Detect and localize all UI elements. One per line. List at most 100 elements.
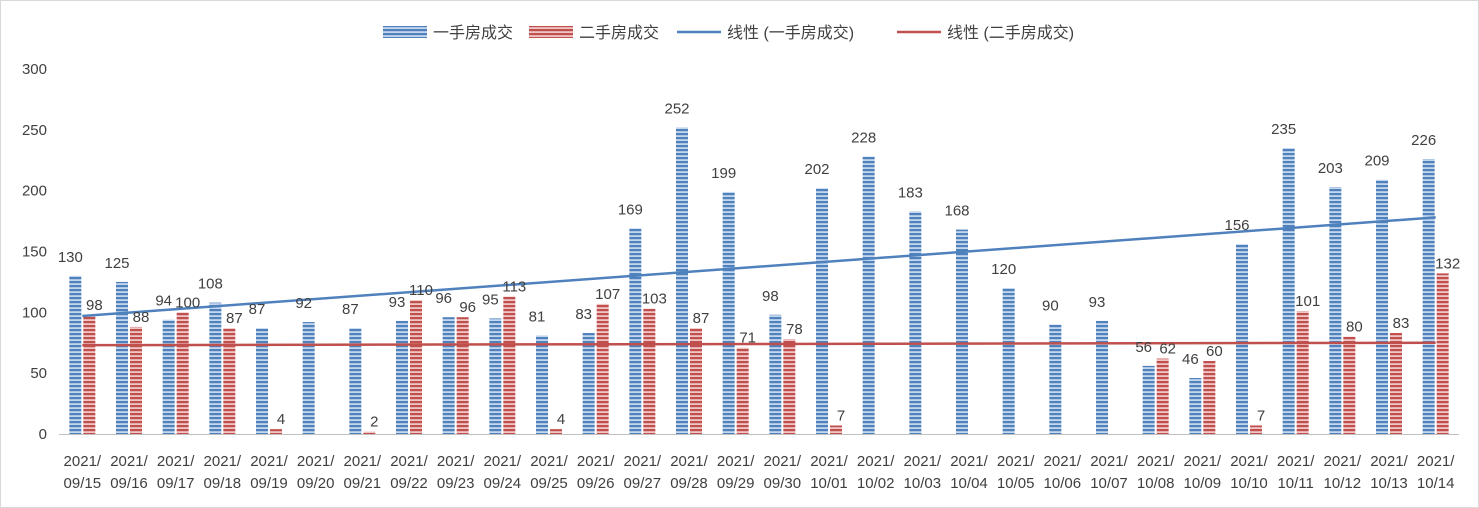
legend-resale-home-swatch — [529, 26, 573, 38]
legend-resale-home-label: 二手房成交 — [579, 24, 659, 42]
x-tick-label: 2021/ — [110, 453, 148, 470]
data-label-new-home: 168 — [944, 203, 969, 220]
y-tick-label: 0 — [39, 426, 47, 443]
data-label-new-home: 94 — [155, 293, 172, 310]
x-tick-label: 2021/ — [484, 453, 522, 470]
bar-new-home — [256, 328, 268, 434]
x-tick-label: 09/22 — [390, 475, 428, 492]
x-tick-label: 2021/ — [1090, 453, 1128, 470]
data-label-resale-home: 100 — [175, 294, 200, 311]
data-label-resale-home: 110 — [409, 282, 433, 299]
x-tick-label: 2021/ — [1324, 453, 1362, 470]
bar-resale-home — [643, 308, 656, 434]
bar-new-home — [629, 228, 642, 434]
bar-new-home — [1049, 324, 1062, 434]
bar-resale-home — [1436, 273, 1449, 434]
x-tick-label: 10/12 — [1324, 475, 1362, 492]
x-tick-label: 2021/ — [997, 453, 1035, 470]
data-label-resale-home: 96 — [459, 299, 476, 316]
data-label-new-home: 120 — [991, 261, 1016, 278]
x-tick-label: 09/21 — [344, 475, 382, 492]
data-label-resale-home: 80 — [1346, 319, 1363, 336]
bar-new-home — [722, 191, 735, 434]
x-tick-label: 09/16 — [110, 475, 148, 492]
x-tick-label: 10/10 — [1230, 475, 1268, 492]
y-tick-label: 250 — [22, 122, 47, 139]
bar-new-home — [1282, 148, 1295, 435]
x-tick-label: 2021/ — [810, 453, 848, 470]
legend-new-home-swatch — [383, 26, 427, 38]
data-label-resale-home: 113 — [502, 279, 526, 296]
data-label-new-home: 125 — [104, 255, 129, 272]
x-tick-label: 09/25 — [530, 475, 568, 492]
bar-new-home — [909, 211, 922, 434]
data-label-resale-home: 7 — [1257, 407, 1265, 424]
x-tick-label: 09/26 — [577, 475, 615, 492]
bar-new-home — [116, 281, 128, 434]
x-tick-label: 10/04 — [950, 475, 988, 492]
x-axis: 2021/09/15 2021/09/16 2021/09/17 2021/09/18… — [59, 434, 1459, 492]
bar-new-home — [209, 302, 222, 434]
x-tick-label: 10/01 — [810, 475, 848, 492]
data-label-resale-home: 88 — [133, 309, 150, 326]
data-label-resale-home: 60 — [1206, 343, 1223, 360]
legend-trend-new-home-label: 线性 (一手房成交) — [727, 24, 854, 42]
data-label-new-home: 183 — [898, 184, 923, 201]
bar-resale-home — [1156, 358, 1169, 434]
bar-new-home — [862, 156, 875, 434]
bar-resale-home — [176, 312, 189, 434]
bar-resale-home — [223, 328, 236, 434]
y-tick-label: 150 — [22, 244, 47, 261]
bar-new-home — [1002, 288, 1015, 434]
data-label-new-home: 56 — [1135, 339, 1152, 356]
bar-new-home — [69, 275, 82, 434]
x-tick-label: 2021/ — [344, 453, 382, 470]
x-tick-label: 10/05 — [997, 475, 1035, 492]
data-label-resale-home: 7 — [837, 407, 845, 424]
bar-resale-home — [830, 425, 842, 434]
bar-resale-home — [456, 317, 469, 434]
data-label-resale-home: 62 — [1159, 341, 1176, 358]
x-tick-label: 2021/ — [904, 453, 942, 470]
data-label-new-home: 83 — [575, 306, 592, 323]
bar-resale-home — [363, 431, 376, 434]
data-label-new-home: 252 — [664, 100, 689, 117]
bar-new-home — [349, 328, 362, 434]
bar-new-home — [816, 188, 828, 434]
data-label-new-home: 96 — [435, 290, 452, 307]
data-label-resale-home: 2 — [370, 414, 378, 431]
x-tick-label: 10/13 — [1370, 475, 1408, 492]
x-tick-label: 10/14 — [1417, 475, 1455, 492]
data-label-resale-home: 78 — [786, 321, 803, 338]
y-tick-label: 200 — [22, 183, 47, 200]
x-tick-label: 2021/ — [1277, 453, 1315, 470]
x-tick-label: 2021/ — [1044, 453, 1082, 470]
bar-new-home — [442, 317, 455, 434]
data-label-new-home: 130 — [58, 249, 83, 266]
bar-new-home — [396, 320, 408, 434]
x-tick-label: 09/20 — [297, 475, 335, 492]
bar-new-home — [1236, 244, 1248, 434]
legend-trend-resale-home-label: 线性 (二手房成交) — [947, 24, 1074, 42]
bar-resale-home — [503, 296, 516, 434]
trendline-new-home — [82, 216, 1436, 318]
data-label-new-home: 95 — [482, 291, 499, 308]
x-tick-label: 2021/ — [297, 453, 335, 470]
data-label-resale-home: 87 — [226, 310, 243, 327]
data-label-new-home: 87 — [342, 301, 359, 318]
x-tick-label: 2021/ — [624, 453, 662, 470]
bar-new-home — [582, 333, 595, 434]
data-label-new-home: 98 — [762, 288, 779, 305]
data-label-resale-home: 98 — [86, 297, 103, 314]
bar-new-home — [1142, 365, 1155, 434]
data-label-new-home: 81 — [529, 308, 546, 325]
data-label-resale-home: 83 — [1393, 315, 1410, 332]
x-tick-label: 2021/ — [64, 453, 102, 470]
data-label-resale-home: 4 — [557, 411, 565, 428]
legend-new-home-label: 一手房成交 — [433, 24, 513, 42]
x-tick-label: 2021/ — [530, 453, 568, 470]
bar-new-home — [302, 322, 315, 434]
data-label-resale-home: 103 — [642, 291, 667, 308]
